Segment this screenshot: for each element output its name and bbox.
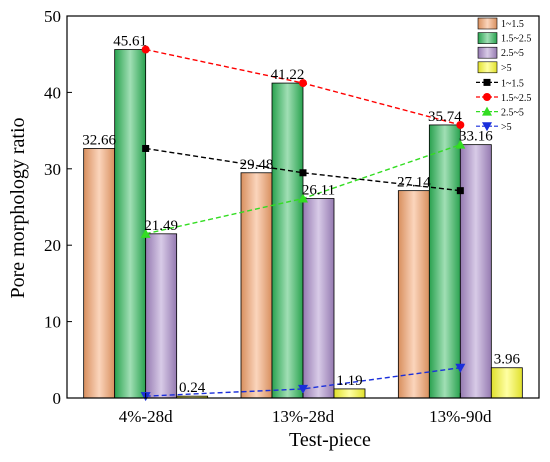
trend-point-13-28d-1-5-2-5	[299, 79, 307, 88]
legend-swatch-2-5-5	[477, 46, 498, 59]
bar-13-90d-1-1-5	[397, 190, 430, 399]
data-label-13-28d-5: 1.19	[336, 373, 362, 389]
legend-marker-1-1-5	[483, 78, 491, 86]
trend-point-13-90d-1-1-5	[456, 187, 464, 195]
data-label-13-90d-1-5-2-5: 35.74	[428, 109, 462, 125]
trend-point-4-28d-1-5-2-5	[141, 45, 150, 54]
trend-point-13-28d-1-1-5	[299, 169, 307, 177]
y-tick-label: 20	[44, 236, 61, 255]
data-label-4-28d-5: 0.24	[179, 380, 206, 396]
legend-marker-1-5-2-5	[483, 93, 491, 101]
x-axis-title: Test-piece	[289, 429, 371, 451]
bar-13-90d-2-5-5	[459, 144, 492, 399]
trend-line-1-1-5	[145, 147, 461, 192]
trend-point-13-28d-2-5-5	[298, 193, 308, 203]
y-tick-label: 50	[44, 7, 61, 26]
trend-point-13-90d-2-5-5	[455, 139, 466, 149]
data-label-13-90d-2-5-5: 33.16	[459, 129, 493, 145]
legend-label-bar-1-5-2-5: 1.5~2.5	[501, 34, 531, 45]
data-labels-layer: 32.66 45.61 21.49 0.24 29.48 41.22 26.11 1.19 27…	[82, 34, 520, 397]
data-label-4-28d-1-1-5: 32.66	[82, 132, 116, 148]
data-label-4-28d-1-5-2-5: 45.61	[113, 34, 147, 50]
trend-lines-layer	[140, 45, 466, 402]
bar-13-28d-5	[333, 388, 366, 399]
legend-label-line-5: >5	[501, 122, 512, 133]
bar-13-90d-1-5-2-5	[428, 124, 461, 399]
data-label-13-28d-1-1-5: 29.48	[240, 157, 274, 173]
legend-label-line-1-1-5: 1~1.5	[501, 78, 524, 89]
legend-label-line-2-5-5: 2.5~5	[501, 108, 524, 119]
data-label-13-90d-5: 3.96	[494, 352, 521, 368]
bar-13-90d-5	[490, 367, 523, 399]
axes-layer: 0 10 20 30 40 50 4%-28d 13%-28d 13%-90d	[44, 7, 540, 426]
y-tick-label: 40	[44, 83, 61, 102]
bars-layer	[83, 49, 523, 399]
trend-line-5	[145, 367, 461, 397]
x-tick-label: 4%-28d	[119, 407, 173, 426]
legend: 1~1.5 1.5~2.5 2.5~5 >5 1~1.5 1.5~2.5 2.5~5 >5	[476, 17, 531, 133]
legend-label-bar-1-1-5: 1~1.5	[501, 19, 524, 30]
trend-point-4-28d-1-1-5	[142, 144, 150, 152]
bar-13-28d-1-5-2-5	[271, 82, 304, 399]
y-axis-title: Pore morphology ratio	[7, 117, 29, 298]
data-label-13-28d-1-5-2-5: 41.22	[271, 67, 305, 83]
bar-4-28d-1-5-2-5	[114, 49, 147, 399]
bar-13-28d-2-5-5	[302, 198, 335, 399]
x-tick-label: 13%-90d	[429, 407, 492, 426]
legend-label-bar-2-5-5: 2.5~5	[501, 48, 524, 59]
y-tick-label: 0	[53, 389, 62, 408]
trend-point-13-90d-1-5-2-5	[456, 120, 465, 129]
legend-label-bar-5: >5	[501, 63, 512, 74]
y-tick-label: 30	[44, 160, 61, 179]
data-label-4-28d-2-5-5: 21.49	[144, 218, 178, 234]
bar-4-28d-1-1-5	[83, 148, 116, 399]
trend-point-13-28d-5	[298, 384, 308, 394]
data-label-13-90d-1-1-5: 27.14	[397, 175, 431, 191]
legend-swatch-5	[477, 61, 498, 74]
legend-marker-5	[482, 122, 492, 132]
trend-point-4-28d-2-5-5	[140, 228, 151, 238]
bar-4-28d-2-5-5	[145, 233, 178, 399]
legend-marker-2-5-5	[482, 106, 492, 116]
legend-swatch-1-1-5	[477, 17, 498, 30]
y-tick-label: 10	[44, 313, 61, 332]
trend-point-13-90d-5	[455, 363, 466, 373]
legend-swatch-1-5-2-5	[477, 32, 498, 44]
data-label-13-28d-2-5-5: 26.11	[302, 183, 335, 199]
x-tick-label: 13%-28d	[272, 407, 335, 426]
legend-label-line-1-5-2-5: 1.5~2.5	[501, 93, 531, 104]
